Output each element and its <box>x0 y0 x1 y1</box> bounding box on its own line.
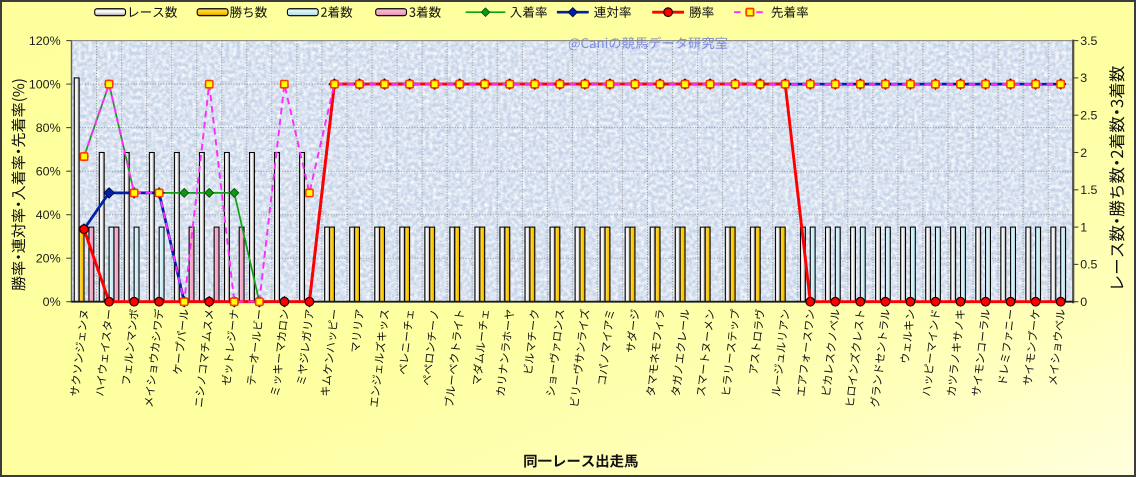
svg-text:3.5: 3.5 <box>1080 34 1097 48</box>
svg-text:0.5: 0.5 <box>1080 258 1097 272</box>
svg-text:1: 1 <box>1080 220 1087 234</box>
svg-text:60%: 60% <box>36 165 61 179</box>
svg-text:3: 3 <box>1080 71 1087 85</box>
svg-text:120%: 120% <box>29 34 61 48</box>
svg-text:40%: 40% <box>36 208 61 222</box>
svg-text:20%: 20% <box>36 252 61 266</box>
svg-text:2: 2 <box>1080 146 1087 160</box>
svg-text:80%: 80% <box>36 121 61 135</box>
svg-text:2.5: 2.5 <box>1080 109 1097 123</box>
svg-text:0: 0 <box>1080 295 1087 309</box>
svg-text:100%: 100% <box>29 77 61 91</box>
svg-text:1.5: 1.5 <box>1080 183 1097 197</box>
svg-text:0%: 0% <box>43 295 61 309</box>
